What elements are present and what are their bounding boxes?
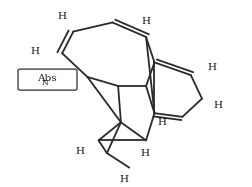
Text: H: H — [140, 149, 149, 158]
Text: Abs: Abs — [37, 74, 56, 83]
Text: H: H — [212, 101, 221, 111]
Text: H: H — [119, 175, 128, 184]
Text: H: H — [31, 47, 40, 56]
Text: H: H — [57, 12, 67, 21]
Text: H: H — [157, 118, 166, 127]
Text: N: N — [42, 79, 49, 87]
Text: H: H — [141, 17, 150, 26]
Text: H: H — [75, 147, 84, 156]
Text: H: H — [207, 63, 216, 72]
FancyBboxPatch shape — [18, 69, 77, 90]
